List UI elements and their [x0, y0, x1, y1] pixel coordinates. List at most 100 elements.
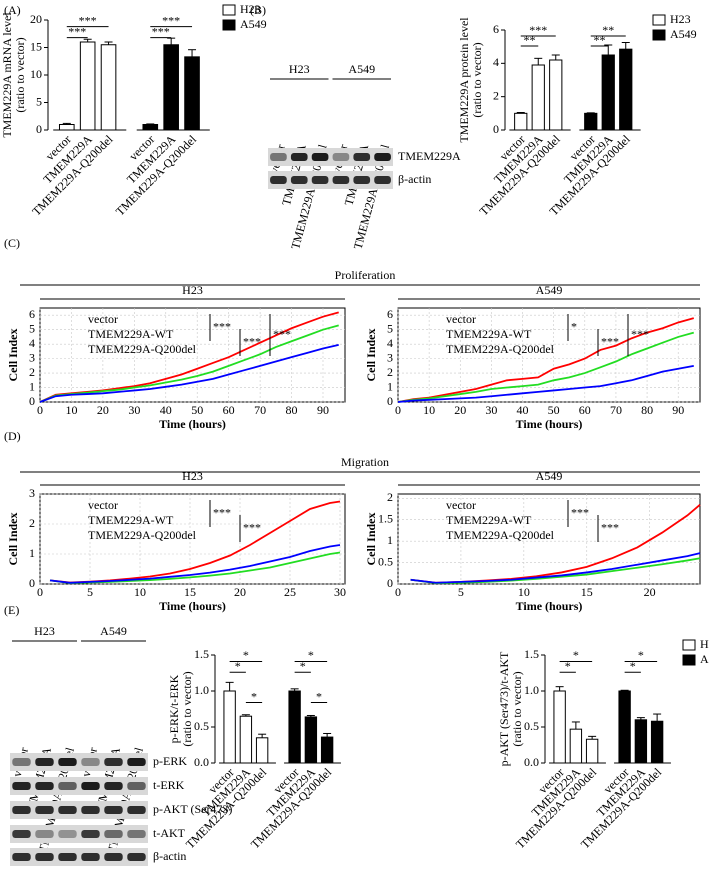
plot-frame [397, 307, 701, 403]
x-tick-label: 50 [191, 403, 203, 417]
x-tick-label: 0 [37, 585, 43, 599]
x-tick-label: 10 [134, 585, 146, 599]
blot-band [35, 830, 54, 838]
significance-label: * [573, 648, 579, 662]
x-tick-label: 40 [517, 403, 529, 417]
y-tick-label: 5 [387, 321, 393, 335]
bar [514, 112, 528, 131]
y-axis-label: TMEM229A protein level [457, 17, 471, 143]
band-label: β-actin [153, 849, 186, 863]
significance-label: *** [273, 327, 291, 341]
blot-band [311, 176, 329, 184]
bar [601, 54, 615, 131]
x-tick-label: 20 [234, 585, 246, 599]
blot-band [58, 853, 77, 861]
y-tick-label: 2 [387, 365, 393, 379]
x-tick-label: 60 [223, 403, 235, 417]
x-tick-label: 10 [423, 403, 435, 417]
y-axis-label: (ratio to vector) [180, 671, 194, 746]
blot-band [270, 176, 287, 184]
chart-title: A549 [536, 469, 563, 483]
significance-label: * [251, 689, 257, 703]
blot-band [12, 782, 31, 790]
blot-band [35, 758, 54, 766]
y-axis-label: p-AKT (Ser473)/t-AKT [497, 651, 511, 766]
significance-label: *** [152, 24, 170, 38]
bar [142, 124, 159, 131]
legend-label: vector [446, 498, 476, 512]
band-label: t-ERK [153, 778, 185, 792]
x-tick-label: 0 [395, 403, 401, 417]
significance-label: *** [601, 520, 619, 534]
x-axis-label: Time (hours) [159, 417, 226, 431]
legend-label: A549 [670, 27, 697, 41]
section-title: Proliferation [335, 268, 396, 282]
blot-band [127, 853, 146, 861]
y-tick-label: 2 [29, 516, 35, 530]
blot-band [35, 853, 54, 861]
y-tick-label: 5 [36, 94, 42, 108]
y-tick-label: 0.5 [194, 719, 209, 733]
blot-band [81, 782, 100, 790]
legend-label: TMEM229A-WT [446, 513, 532, 527]
significance-label: * [300, 659, 306, 673]
y-tick-label: 15 [30, 39, 42, 53]
blot-band [104, 782, 123, 790]
series-line [39, 343, 339, 403]
bar [584, 112, 598, 131]
y-tick-label: 0.5 [524, 719, 539, 733]
chart-title: A549 [536, 283, 563, 297]
y-tick-label: 5 [29, 321, 35, 335]
y-tick-label: 0 [387, 394, 393, 408]
y-tick-label: 0 [29, 576, 35, 590]
y-tick-label: 0.5 [378, 554, 393, 568]
x-tick-label: 70 [610, 403, 622, 417]
y-tick-label: 1.0 [524, 683, 539, 697]
blot-band [374, 153, 391, 161]
y-tick-label: 4 [493, 55, 499, 69]
band-label: TMEM229A [398, 149, 461, 163]
panel-label: (D) [4, 429, 21, 443]
x-tick-label: 30 [334, 585, 346, 599]
y-tick-label: 6 [387, 307, 393, 321]
blot-strip [10, 801, 148, 819]
legend-label: TMEM229A-Q200del [88, 342, 197, 356]
significance-label: *** [243, 520, 261, 534]
y-tick-label: 6 [493, 22, 499, 36]
bar [100, 44, 117, 131]
legend-label: H23 [670, 12, 691, 26]
legend-label: TMEM229A-Q200del [446, 342, 555, 356]
group-label: H23 [289, 62, 310, 76]
significance-label: * [571, 319, 577, 333]
blot-band [127, 782, 146, 790]
blot-band [127, 758, 146, 766]
y-axis-label: p-ERK/t-ERK [167, 674, 181, 743]
y-tick-label: 1 [387, 533, 393, 547]
blot-band [332, 176, 350, 184]
blot-band [104, 853, 123, 861]
legend-label: A549 [240, 17, 267, 31]
panel-label: (E) [4, 603, 19, 617]
blot-band [353, 176, 371, 184]
bar [618, 690, 631, 764]
bar [553, 690, 566, 764]
bar [255, 737, 269, 764]
blot-strip [10, 777, 148, 795]
y-tick-label: 2 [387, 490, 393, 504]
bar [320, 736, 334, 764]
significance-label: *** [162, 13, 180, 27]
legend-swatch [682, 654, 696, 666]
y-axis-label: TMEM229A mRNA level [0, 12, 14, 138]
y-tick-label: 20 [30, 12, 42, 26]
significance-label: * [565, 659, 571, 673]
y-tick-label: 1.5 [524, 647, 539, 661]
y-tick-label: 4 [387, 336, 393, 350]
x-tick-label: 70 [254, 403, 266, 417]
y-tick-label: 1.5 [378, 511, 393, 525]
x-tick-label: 40 [160, 403, 172, 417]
chart-title: H23 [182, 283, 203, 297]
x-tick-label: 25 [284, 585, 296, 599]
bar [58, 124, 75, 131]
blot-band [58, 782, 77, 790]
chart-title: H23 [182, 469, 203, 483]
